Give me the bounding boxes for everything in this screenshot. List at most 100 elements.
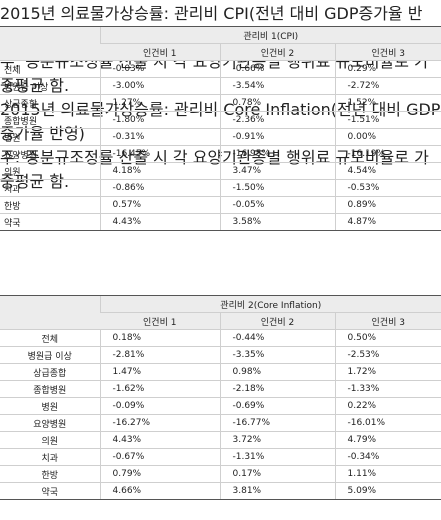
value-cell: 0.89% (334, 196, 441, 214)
value-cell: -0.44% (219, 329, 335, 347)
header-row: 관리비 2(Core Inflation) (0, 295, 441, 330)
header-row: 관리비 1(CPI) (0, 26, 441, 61)
data-table: 관리비 1(CPI) 인건비 1 인건비 2 인건비 3 전체 -0.03% -0.66% 0… (0, 26, 441, 231)
value-cell: -0.67% (99, 448, 220, 466)
value-cell: -1.50% (219, 179, 335, 197)
table-row: 치과 -0.86% -1.50% -0.53% (0, 179, 441, 197)
value-cell: -16.77% (219, 414, 335, 432)
value-cell: 4.43% (99, 431, 220, 449)
table-row: 병원급 이상 -2.81% -3.35% -2.53% (0, 346, 441, 364)
value-cell: -2.53% (334, 346, 441, 364)
column-header: 인건비 3 (334, 43, 441, 61)
table-row: 치과 -0.67% -1.31% -0.34% (0, 448, 441, 466)
column-header: 인건비 1 (100, 43, 220, 61)
row-label: 약국 (0, 213, 100, 231)
value-cell: -16.45% (99, 145, 220, 163)
value-cell: 0.00% (334, 128, 441, 146)
table-row: 상급종합 1.27% 0.78% 1.52% (0, 94, 441, 112)
value-cell: -2.36% (219, 111, 335, 129)
group-header: 관리비 2(Core Inflation) (99, 295, 441, 313)
value-cell: -0.69% (219, 397, 335, 415)
row-label: 상급종합 (0, 94, 100, 112)
value-cell: -2.18% (219, 380, 335, 398)
row-label: 요양병원 (0, 414, 100, 432)
table-row: 전체 0.18% -0.44% 0.50% (0, 329, 441, 347)
value-cell: -16.95% (219, 145, 335, 163)
row-label: 요양병원 (0, 145, 100, 163)
value-cell: 0.50% (334, 329, 441, 347)
table-row: 의원 4.18% 3.47% 4.54% (0, 162, 441, 180)
value-cell: -1.33% (334, 380, 441, 398)
value-cell: 1.27% (99, 94, 220, 112)
value-cell: 0.22% (334, 397, 441, 415)
header-row: 인건비 1 인건비 2 인건비 3 (0, 312, 441, 330)
value-cell: 4.79% (334, 431, 441, 449)
value-cell: -1.31% (219, 448, 335, 466)
table-row: 요양병원 -16.45% -16.95% -16.19% (0, 145, 441, 163)
table-row: 종합병원 -1.80% -2.36% -1.51% (0, 111, 441, 129)
value-cell: -0.31% (99, 128, 220, 146)
row-label: 병원급 이상 (0, 346, 100, 364)
value-cell: -2.72% (334, 77, 441, 95)
row-label: 전체 (0, 60, 100, 78)
value-cell: 0.29% (334, 60, 441, 78)
column-header: 인건비 2 (219, 312, 335, 330)
value-cell: 5.09% (334, 482, 441, 500)
table-row: 한방 0.57% -0.05% 0.89% (0, 196, 441, 214)
row-label: 한방 (0, 465, 100, 483)
value-cell: -16.27% (99, 414, 220, 432)
value-cell: 3.47% (219, 162, 335, 180)
value-cell: -0.09% (99, 397, 220, 415)
table-row: 병원급 이상 -3.00% -3.54% -2.72% (0, 77, 441, 95)
value-cell: 4.87% (334, 213, 441, 231)
table-row: 전체 -0.03% -0.66% 0.29% (0, 60, 441, 78)
row-label: 병원 (0, 397, 100, 415)
row-label: 의원 (0, 162, 100, 180)
row-label: 치과 (0, 448, 100, 466)
row-label: 상급종합 (0, 363, 100, 381)
table-row: 종합병원 -1.62% -2.18% -1.33% (0, 380, 441, 398)
value-cell: 3.72% (219, 431, 335, 449)
data-table: 관리비 2(Core Inflation) 인건비 1 인건비 2 인건비 3 전체 0.… (0, 295, 441, 500)
table-row: 병원 -0.31% -0.91% 0.00% (0, 128, 441, 146)
value-cell: -0.66% (219, 60, 335, 78)
value-cell: -1.80% (99, 111, 220, 129)
value-cell: 0.98% (219, 363, 335, 381)
header-row: 인건비 1 인건비 2 인건비 3 (0, 43, 441, 61)
table-row: 병원 -0.09% -0.69% 0.22% (0, 397, 441, 415)
header-cell (0, 295, 100, 330)
table-row: 한방 0.79% 0.17% 1.11% (0, 465, 441, 483)
value-cell: 1.11% (334, 465, 441, 483)
value-cell: -1.51% (334, 111, 441, 129)
value-cell: 1.72% (334, 363, 441, 381)
value-cell: 4.54% (334, 162, 441, 180)
row-label: 병원 (0, 128, 100, 146)
value-cell: -3.35% (219, 346, 335, 364)
header-cell (0, 26, 100, 61)
row-label: 의원 (0, 431, 100, 449)
value-cell: -16.19% (334, 145, 441, 163)
value-cell: -0.53% (334, 179, 441, 197)
value-cell: 3.81% (219, 482, 335, 500)
value-cell: 0.17% (219, 465, 335, 483)
value-cell: -1.62% (99, 380, 220, 398)
value-cell: -3.00% (99, 77, 220, 95)
column-header: 인건비 3 (334, 312, 441, 330)
column-header: 인건비 2 (219, 43, 335, 61)
group-header: 관리비 1(CPI) (99, 26, 441, 44)
value-cell: 0.78% (219, 94, 335, 112)
value-cell: -0.91% (219, 128, 335, 146)
table-row: 상급종합 1.47% 0.98% 1.72% (0, 363, 441, 381)
value-cell: 3.58% (219, 213, 335, 231)
value-cell: -0.03% (99, 60, 220, 78)
row-label: 병원급 이상 (0, 77, 100, 95)
table-row: 약국 4.43% 3.58% 4.87% (0, 213, 441, 231)
value-cell: 1.52% (334, 94, 441, 112)
row-label: 한방 (0, 196, 100, 214)
value-cell: 4.18% (99, 162, 220, 180)
column-header: 인건비 1 (100, 312, 220, 330)
value-cell: 0.18% (99, 329, 220, 347)
value-cell: 0.79% (99, 465, 220, 483)
value-cell: -16.01% (334, 414, 441, 432)
